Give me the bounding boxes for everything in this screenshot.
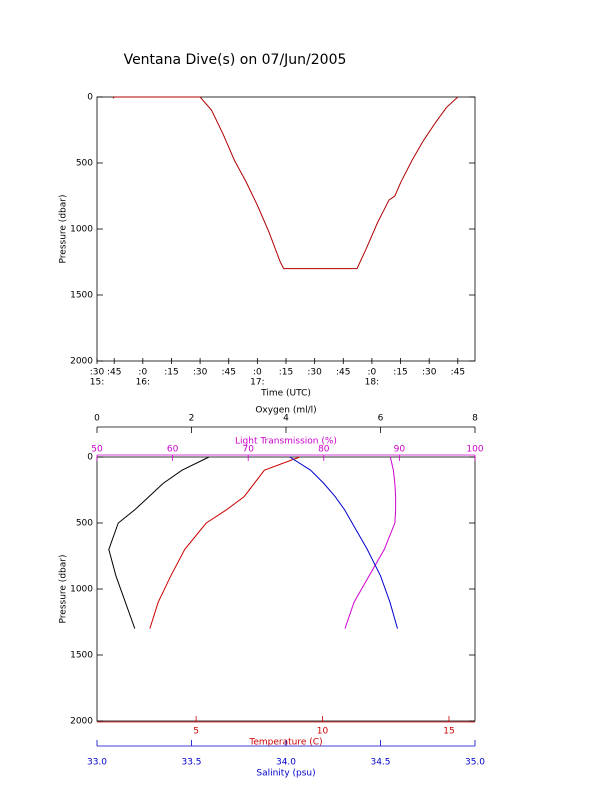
- x-tick-label: 8: [472, 414, 478, 424]
- x-tick-label: :0: [138, 368, 147, 378]
- x-axis-label: Time (UTC): [260, 389, 311, 399]
- x-tick-label: :45: [336, 368, 350, 378]
- x-tick-label: :30: [193, 368, 208, 378]
- x-tick-label: :0: [368, 368, 377, 378]
- x-tick-label: 90: [394, 445, 406, 455]
- y-axis-label: Pressure (dbar): [59, 195, 69, 264]
- x-tick-label: 6: [378, 414, 384, 424]
- x-tick-hour-label: 15:: [90, 378, 104, 388]
- dive-track: [112, 96, 459, 270]
- x-tick-label: 34.5: [370, 758, 390, 768]
- x-tick-label: :45: [107, 368, 121, 378]
- profile-line: [289, 456, 398, 629]
- x-tick-label: 33.5: [181, 758, 201, 768]
- chart-title: Ventana Dive(s) on 07/Jun/2005: [124, 52, 347, 68]
- x-tick-label: 15: [443, 727, 454, 737]
- x-tick-label: 50: [91, 445, 103, 455]
- x-tick-label: :30: [90, 368, 105, 378]
- x-axis-label: Oxygen (ml/l): [255, 406, 316, 416]
- x-tick-label: 5: [193, 727, 199, 737]
- x-axis-label: Salinity (psu): [256, 769, 315, 779]
- plot-frame: [96, 456, 476, 722]
- x-axis-label: Light Transmission (%): [235, 437, 337, 447]
- y-tick-label: 1500: [70, 651, 93, 661]
- x-tick-label: 80: [318, 445, 330, 455]
- x-tick-label: 35.0: [465, 758, 485, 768]
- y-tick-label: 2000: [70, 717, 93, 727]
- x-tick-label: 100: [466, 445, 483, 455]
- x-tick-label: 70: [242, 445, 254, 455]
- plot-frame: [96, 96, 476, 362]
- y-tick-label: 2000: [70, 357, 93, 367]
- y-tick-label: 1000: [70, 585, 93, 595]
- x-tick-hour-label: 16:: [136, 378, 150, 388]
- x-tick-hour-label: 18:: [365, 378, 379, 388]
- x-tick-label: 60: [167, 445, 179, 455]
- y-tick-label: 500: [76, 159, 93, 169]
- x-tick-label: 34.0: [276, 758, 296, 768]
- x-tick-hour-label: 17:: [250, 378, 264, 388]
- x-axis-label: Temperature (C): [248, 738, 322, 748]
- x-tick-label: 2: [189, 414, 195, 424]
- x-tick-label: 33.0: [87, 758, 107, 768]
- x-tick-label: :45: [221, 368, 235, 378]
- x-tick-label: 0: [94, 414, 100, 424]
- x-tick-label: :0: [253, 368, 262, 378]
- y-axis-label: Pressure (dbar): [59, 555, 69, 624]
- y-tick-label: 0: [87, 453, 93, 463]
- x-tick-label: :15: [393, 368, 407, 378]
- y-tick-label: 500: [76, 519, 93, 529]
- x-tick-label: 4: [283, 414, 289, 424]
- profile-line: [344, 456, 397, 629]
- x-tick-label: :30: [422, 368, 437, 378]
- profile-line: [149, 456, 300, 629]
- y-tick-label: 0: [87, 93, 93, 103]
- x-tick-label: 10: [317, 727, 329, 737]
- x-tick-label: :45: [451, 368, 465, 378]
- x-tick-label: :15: [279, 368, 293, 378]
- x-tick-label: :30: [307, 368, 322, 378]
- y-tick-label: 1500: [70, 291, 93, 301]
- x-tick-label: :15: [164, 368, 178, 378]
- y-tick-label: 1000: [70, 225, 93, 235]
- profile-line: [108, 456, 210, 629]
